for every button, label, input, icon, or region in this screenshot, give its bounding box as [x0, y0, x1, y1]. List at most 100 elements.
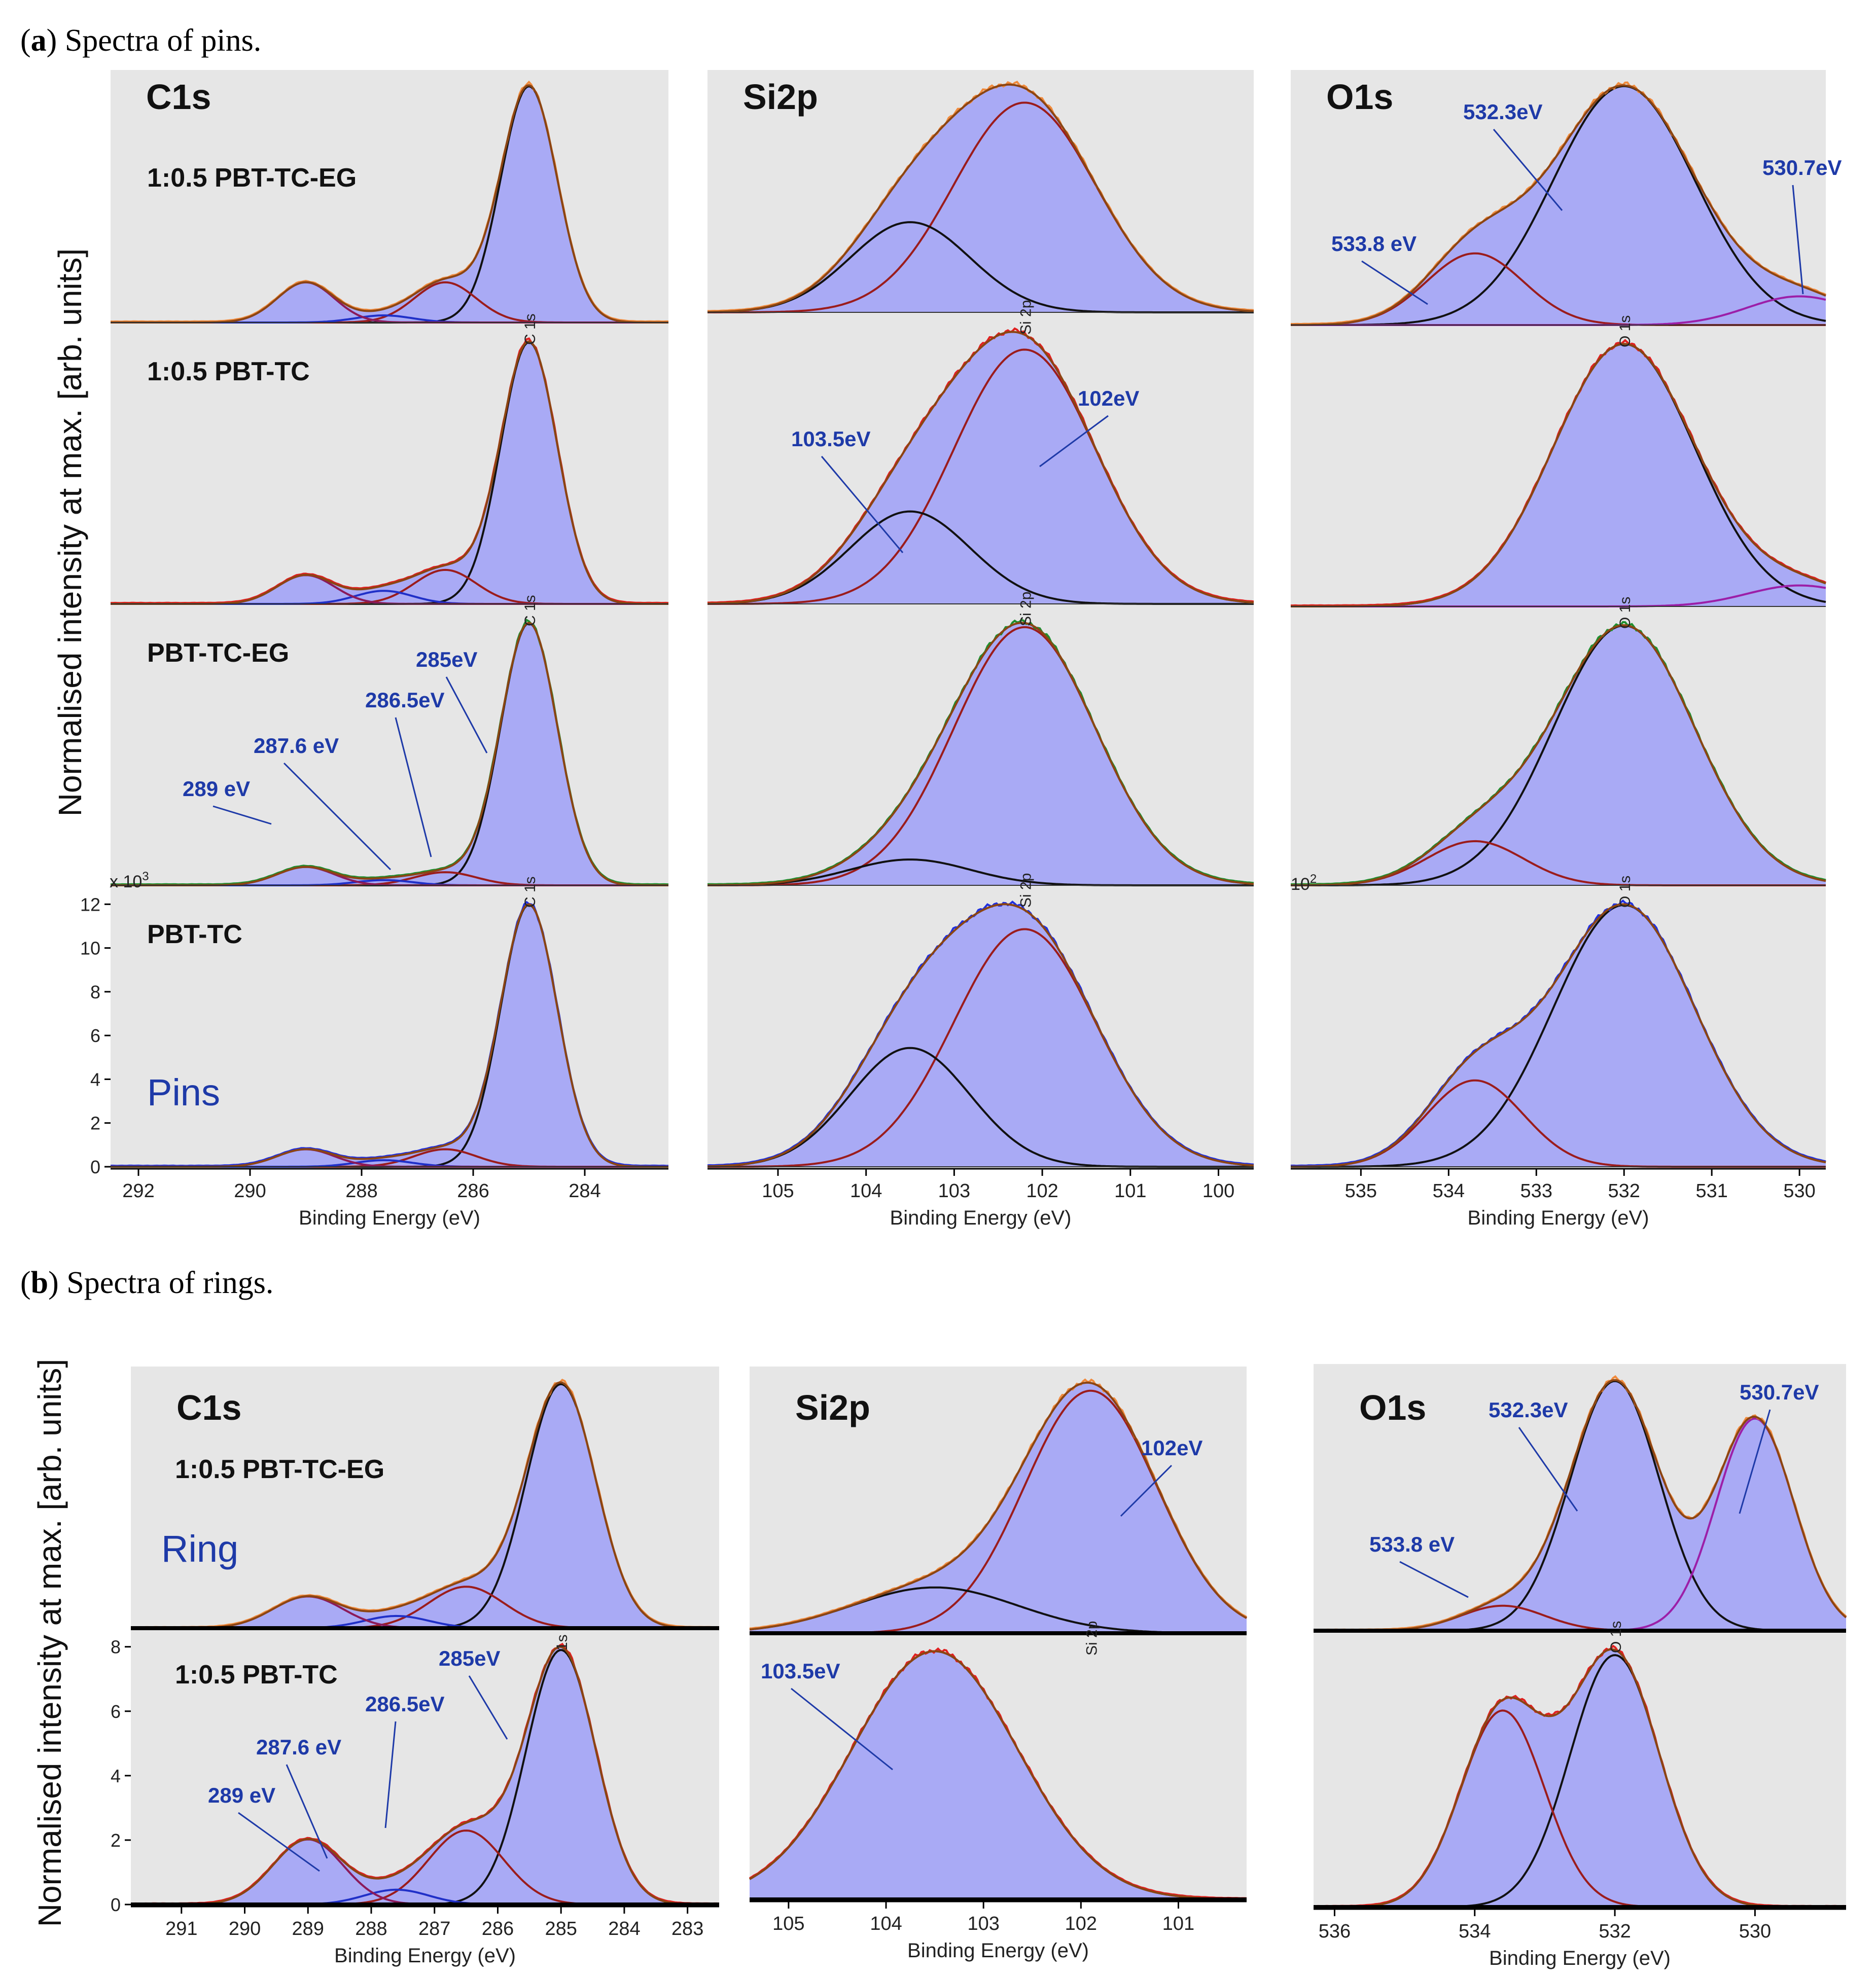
y-tick-label: 4 — [111, 1766, 121, 1786]
row-b-C1s-1: 1:0.5 PBT-TC 1s — [131, 1630, 720, 1907]
envelope-fill — [111, 904, 668, 1167]
envelope-fill — [131, 1646, 719, 1905]
energy-annotation: 285eV — [439, 1646, 500, 1670]
fit-envelope — [749, 1650, 1247, 1900]
energy-annotation: 289 eV — [208, 1783, 275, 1807]
caption-b-letter: b — [31, 1266, 48, 1300]
energy-annotation: 532.3eV — [1489, 1398, 1568, 1422]
energy-annotation: 103.5eV — [761, 1659, 840, 1683]
row-b-O1s-0 — [1313, 1364, 1847, 1633]
x-tick-label: 291 — [165, 1918, 197, 1940]
x-tick-label: 531 — [1695, 1180, 1727, 1202]
fit-envelope — [707, 331, 1254, 605]
x-tick-label: 289 — [292, 1918, 324, 1940]
panel-title: Si2p — [743, 77, 818, 117]
ylabel-a: Normalised intensity at max. [arb. units… — [52, 248, 88, 816]
energy-annotation: 286.5eV — [365, 688, 444, 712]
annotation-leader — [1493, 129, 1563, 211]
row-a-C1s-2: PBT-TC-EG C 1s — [110, 595, 669, 887]
peak-label: O 1s — [1608, 1621, 1624, 1653]
x-axis-label: Binding Energy (eV) — [334, 1945, 516, 1967]
annotation-leader — [238, 1812, 320, 1872]
chart-a-C1s: 1:0.5 PBT-TC-EG1:0.5 PBT-TCC 1sPBT-TC-EG… — [80, 70, 669, 1229]
labels-layer: Pins Ring x 103 102 — [110, 870, 1317, 1570]
caption-a-letter: a — [31, 23, 47, 58]
annotation-leader — [286, 1764, 328, 1859]
y-tick-label: 0 — [90, 1157, 100, 1177]
row-b-C1s-0: 1:0.5 PBT-TC-EG — [130, 1367, 720, 1630]
sample-label: 1:0.5 PBT-TC-EG — [147, 163, 357, 193]
envelope-fill — [1314, 1380, 1846, 1631]
x-tick-label: 292 — [122, 1180, 154, 1202]
x-tick-label: 284 — [569, 1180, 600, 1202]
annotation-leader — [395, 717, 432, 857]
annotation-leader — [1399, 1561, 1469, 1598]
envelope-fill — [111, 341, 668, 604]
x-tick-label: 284 — [608, 1918, 640, 1940]
caption-a: (a) Spectra of pins. — [20, 23, 261, 58]
energy-annotation: 102eV — [1078, 386, 1139, 410]
x-tick-label: 285 — [545, 1918, 577, 1940]
peak-label: O 1s — [1617, 597, 1634, 629]
x-tick-label: 288 — [355, 1918, 387, 1940]
x-tick-label: 105 — [762, 1180, 794, 1202]
sample-label: PBT-TC-EG — [147, 638, 289, 668]
sample-label: 1:0.5 PBT-TC — [147, 357, 310, 386]
row-b-Si2p-0 — [749, 1367, 1248, 1635]
x-tick-label: 536 — [1319, 1921, 1351, 1942]
x-tick-label: 101 — [1114, 1180, 1146, 1202]
peak-label: Si 2p — [1084, 1621, 1101, 1656]
fit-envelope — [131, 1645, 719, 1906]
y-tick-label: 2 — [111, 1830, 121, 1851]
y-tick-label: 2 — [90, 1113, 100, 1134]
envelope-fill — [111, 85, 668, 322]
x-tick-label: 532 — [1599, 1921, 1631, 1942]
row-a-C1s-1: 1:0.5 PBT-TC C 1s — [111, 313, 669, 606]
chart-a-O1s: O 1s O 1s O 1s O1s 535 534 533 532 531 530 Binding… — [1290, 70, 1842, 1229]
energy-annotation: 285eV — [416, 648, 477, 671]
energy-annotation: 533.8 eV — [1331, 232, 1417, 256]
panel-title: O1s — [1359, 1388, 1426, 1427]
row-a-Si2p-2: Si 2p — [707, 592, 1254, 887]
envelope-fill — [750, 1651, 1247, 1899]
charts-layer: 1:0.5 PBT-TC-EG1:0.5 PBT-TCC 1sPBT-TC-EG… — [80, 70, 1847, 1969]
x-axis-label: Binding Energy (eV) — [907, 1940, 1089, 1962]
annotation-leader — [1039, 415, 1109, 468]
x-tick-label: 104 — [870, 1913, 902, 1934]
annotation-leader — [384, 1721, 397, 1828]
fit-envelope — [707, 903, 1254, 1168]
x-tick-label: 530 — [1783, 1180, 1815, 1202]
fit-envelope — [131, 1381, 719, 1629]
y-tick-label: 8 — [111, 1637, 121, 1658]
peak-label: O 1s — [1617, 315, 1634, 347]
panel-title: Si2p — [795, 1388, 870, 1427]
c1s-scale-label: x 103 — [110, 870, 149, 891]
peak-label: Si 2p — [1017, 873, 1034, 908]
envelope-fill — [131, 1382, 719, 1628]
x-tick-label: 286 — [482, 1918, 514, 1940]
x-tick-label: 534 — [1433, 1180, 1465, 1202]
x-tick-label: 530 — [1739, 1921, 1771, 1942]
sample-label: PBT-TC — [147, 920, 242, 949]
annotation-leader — [1120, 1464, 1173, 1517]
annotation-leader — [445, 676, 488, 753]
annotation-leader — [468, 1675, 508, 1740]
peak-label: 1s — [554, 1634, 571, 1650]
y-tick-label: 6 — [111, 1701, 121, 1722]
annotation-leader — [213, 805, 272, 825]
caption-a-text: Spectra of pins. — [57, 23, 261, 58]
y-tick-label: 12 — [80, 894, 100, 915]
x-tick-label: 104 — [850, 1180, 882, 1202]
row-a-Si2p-3: Si 2p — [707, 873, 1254, 1169]
annotation-leader — [283, 762, 392, 871]
peak-label: C 1s — [522, 313, 539, 345]
peak-label: C 1s — [522, 595, 539, 626]
row-a-C1s-3: PBT-TC C 1s — [110, 876, 668, 1169]
fit-envelope — [1291, 343, 1826, 607]
row-b-O1s-1: O 1s — [1314, 1621, 1847, 1909]
chart-b-Si2p: Si 2p Si2p 105 104 103 102 101 Binding Energy (… — [749, 1367, 1248, 1962]
x-tick-label: 532 — [1608, 1180, 1640, 1202]
x-tick-label: 534 — [1459, 1921, 1491, 1942]
